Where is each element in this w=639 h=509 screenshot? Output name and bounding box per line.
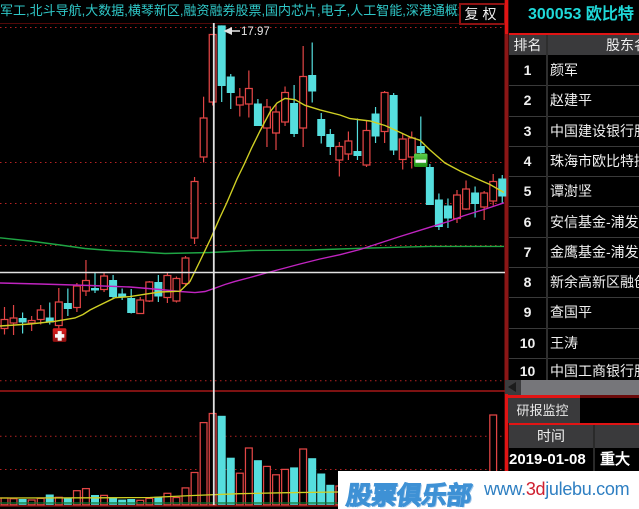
svg-text:17.97: 17.97 xyxy=(241,26,270,38)
